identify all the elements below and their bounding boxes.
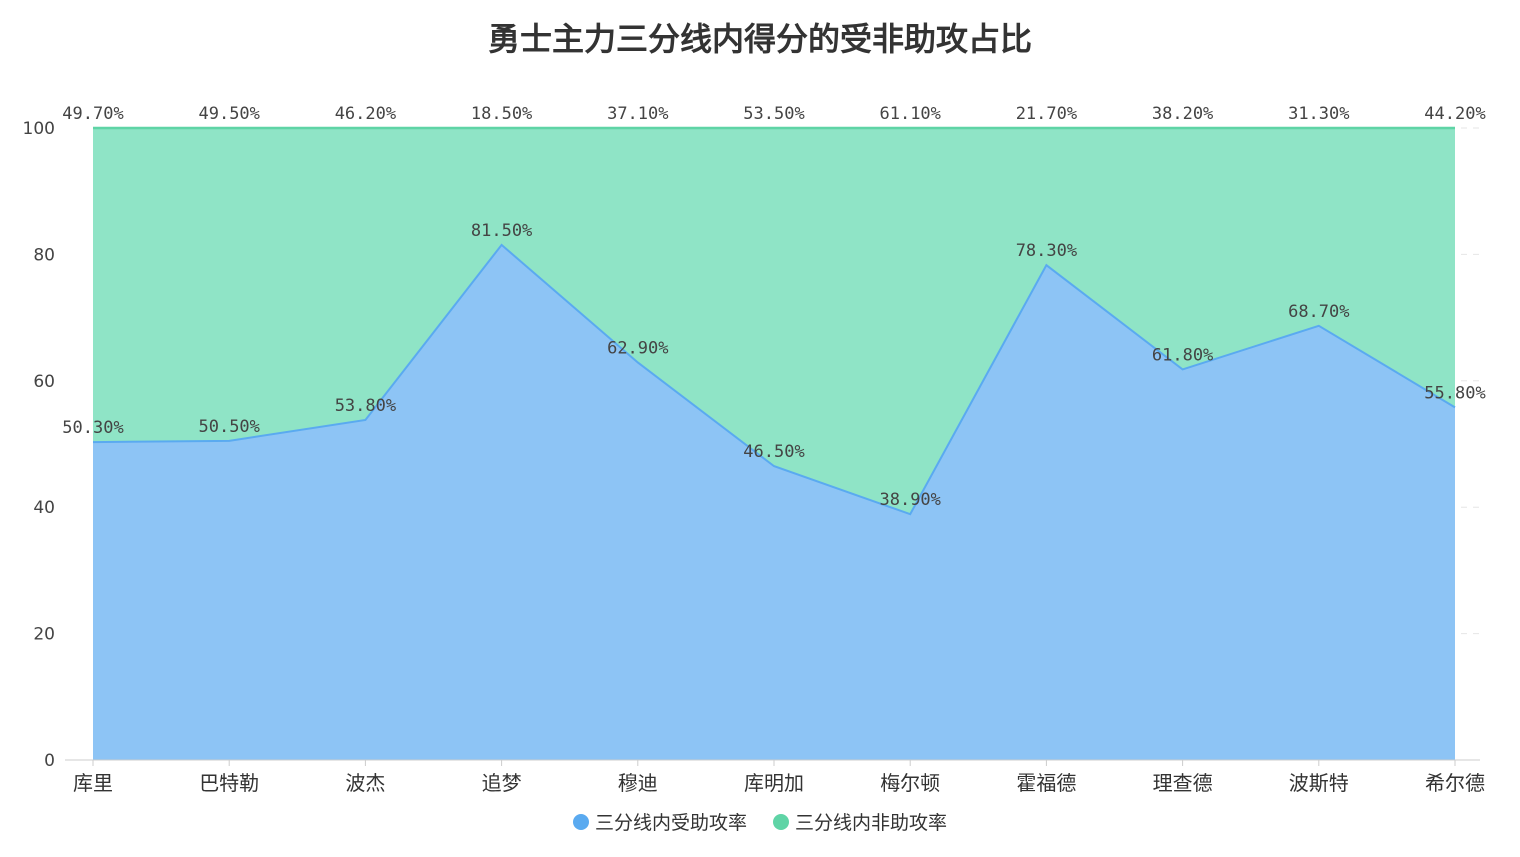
data-label-unassisted: 61.10%	[879, 104, 940, 124]
legend-label-assisted: 三分线内受助攻率	[594, 812, 747, 834]
data-label-unassisted: 53.50%	[743, 104, 804, 124]
data-label-unassisted: 37.10%	[607, 104, 668, 124]
chart-title: 勇士主力三分线内得分的受非助攻占比	[487, 20, 1032, 58]
data-label-unassisted: 49.50%	[198, 104, 259, 124]
data-label-unassisted: 44.20%	[1424, 104, 1485, 124]
data-label-unassisted: 31.30%	[1288, 104, 1349, 124]
x-tick-label: 追梦	[482, 771, 522, 795]
data-label-unassisted: 21.70%	[1016, 104, 1077, 124]
x-tick-label: 库明加	[744, 771, 804, 795]
y-tick-label: 40	[33, 498, 55, 518]
y-tick-label: 80	[33, 245, 55, 265]
data-label-unassisted: 46.20%	[335, 104, 396, 124]
x-tick-label: 波杰	[345, 771, 385, 795]
area-series-layer	[92, 126, 1456, 761]
y-tick-label: 0	[44, 751, 55, 771]
x-tick-label: 穆迪	[618, 771, 658, 795]
legend: 三分线内受助攻率 三分线内非助攻率	[0, 808, 1520, 835]
x-tick-label: 梅尔顿	[880, 771, 940, 795]
data-label-assisted: 50.30%	[62, 418, 123, 438]
data-label-unassisted: 18.50%	[471, 104, 532, 124]
data-label-assisted: 68.70%	[1288, 302, 1349, 322]
data-label-assisted: 38.90%	[879, 490, 940, 510]
y-tick-label: 20	[33, 625, 55, 645]
x-tick-label: 理查德	[1153, 771, 1213, 795]
area-assisted	[93, 244, 1455, 761]
x-tick-label: 霍福德	[1016, 771, 1076, 795]
data-labels: 50.30% 50.50% 53.80% 81.50% 62.90% 46.50% 38.9…	[62, 104, 1485, 510]
legend-item-assisted[interactable]: 三分线内受助攻率	[572, 808, 747, 835]
data-label-assisted: 53.80%	[335, 396, 396, 416]
area-unassisted	[93, 128, 1455, 515]
x-tick-label: 希尔德	[1425, 771, 1485, 795]
y-tick-label: 60	[33, 372, 55, 392]
data-label-assisted: 61.80%	[1152, 345, 1213, 365]
x-tick-label: 波斯特	[1289, 771, 1349, 795]
legend-item-unassisted[interactable]: 三分线内非助攻率	[773, 808, 947, 835]
legend-label-unassisted: 三分线内非助攻率	[795, 812, 948, 834]
data-label-assisted: 55.80%	[1424, 383, 1485, 403]
data-label-assisted: 50.50%	[198, 417, 259, 437]
legend-swatch-assisted	[572, 813, 589, 830]
legend-swatch-unassisted	[773, 813, 789, 830]
y-tick-label: 100	[23, 119, 55, 139]
data-label-assisted: 81.50%	[471, 221, 532, 241]
data-label-assisted: 78.30%	[1016, 241, 1077, 261]
data-label-unassisted: 49.70%	[62, 104, 123, 124]
axes: 0 20 40 60 80 100 库里 巴特勒 波杰 追梦 穆迪 库明加 梅尔顿 霍福德 理查德 波斯特 希尔…	[23, 119, 1485, 795]
x-tick-label: 库里	[73, 771, 113, 795]
data-label-assisted: 62.90%	[607, 338, 668, 358]
x-tick-label: 巴特勒	[199, 771, 259, 795]
data-label-assisted: 46.50%	[743, 442, 804, 462]
data-label-unassisted: 38.20%	[1152, 104, 1213, 124]
line-assisted	[92, 243, 1456, 516]
